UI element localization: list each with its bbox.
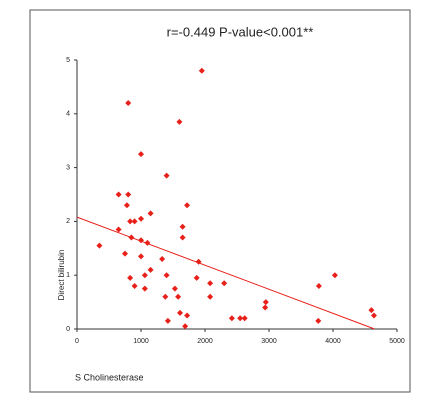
point (115, 191, 122, 198)
point (141, 285, 148, 292)
point (193, 274, 200, 281)
point (179, 223, 186, 230)
x-axis-label: S Cholinesterase (75, 372, 144, 382)
point (96, 242, 103, 249)
x-tick-label: 5000 (389, 338, 405, 345)
point (138, 253, 144, 260)
point (262, 304, 269, 311)
point (241, 315, 248, 322)
point (184, 202, 191, 209)
point (127, 218, 134, 225)
point (122, 250, 128, 257)
point (177, 309, 184, 316)
point (125, 191, 132, 198)
point (176, 118, 183, 125)
fit-line (76, 216, 375, 330)
point (182, 323, 189, 330)
point (141, 272, 148, 279)
point (184, 312, 191, 319)
point (171, 285, 178, 292)
point (163, 272, 170, 279)
y-axis-label: Direct bilirubin (57, 250, 66, 301)
y-tick-label: 2 (66, 218, 70, 225)
y-tick-label: 1 (66, 272, 70, 279)
point (147, 266, 154, 273)
point (147, 210, 154, 217)
x-tick-label: 4000 (325, 338, 341, 345)
x-tick-label: 0 (75, 338, 79, 345)
point (207, 293, 214, 300)
point (237, 315, 244, 322)
point (221, 280, 228, 287)
frame (29, 9, 411, 393)
y-tick-label: 3 (66, 164, 70, 171)
point (331, 272, 338, 279)
x-tick-label: 2000 (197, 338, 213, 345)
point (131, 282, 138, 289)
chart-title: r=-0.449 P-value<0.001** (167, 24, 314, 39)
point (127, 274, 134, 281)
point (315, 282, 322, 289)
point (164, 317, 171, 324)
point (179, 234, 186, 241)
point (125, 100, 132, 107)
point (138, 151, 144, 158)
y-tick-label: 4 (66, 111, 70, 118)
point (228, 315, 235, 322)
point (175, 293, 182, 300)
point (262, 299, 269, 306)
point (207, 280, 214, 287)
point (123, 202, 130, 209)
x-tick-label: 1000 (133, 338, 149, 345)
point (131, 218, 138, 225)
point (159, 256, 166, 263)
point (163, 172, 170, 179)
point (370, 312, 377, 319)
point (162, 293, 169, 300)
point (138, 215, 144, 222)
x-tick-label: 3000 (261, 338, 277, 345)
point (115, 226, 122, 233)
y-tick-label: 0 (66, 326, 70, 333)
point (368, 307, 375, 314)
point (198, 67, 205, 74)
point (315, 317, 322, 324)
y-tick-label: 5 (66, 57, 70, 64)
